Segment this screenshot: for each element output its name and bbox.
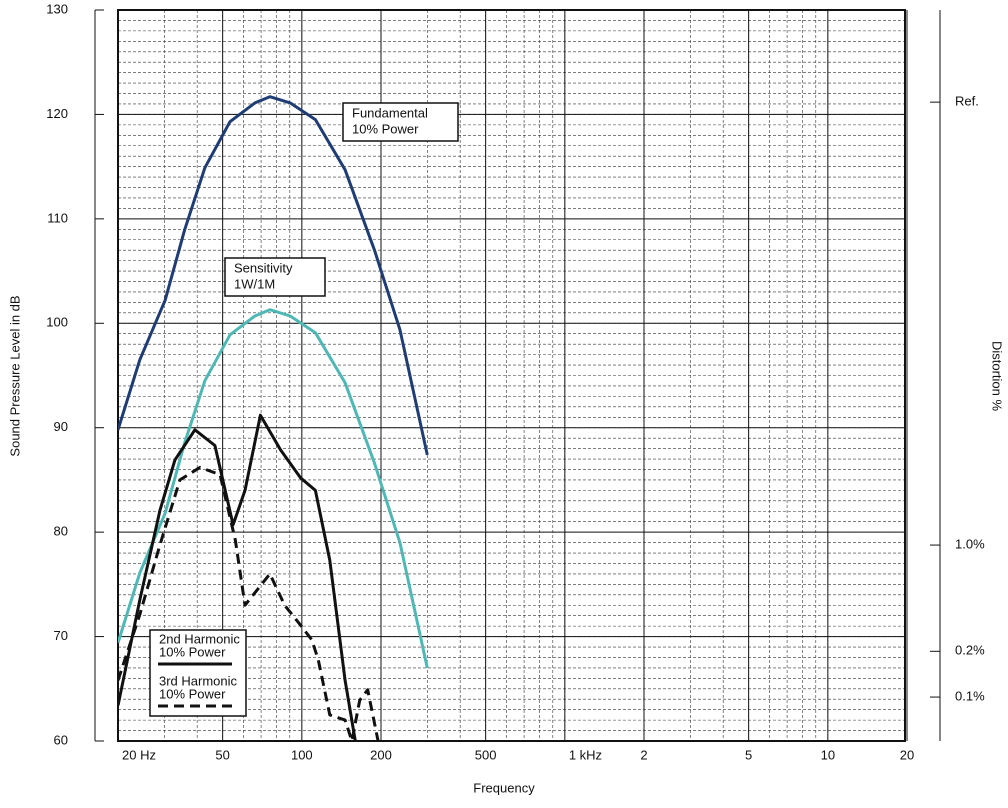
x-tick-label: 1 kHz	[569, 747, 602, 762]
curve-label: 1W/1M	[234, 276, 275, 291]
series-line	[118, 95, 429, 456]
y-tick-label: 130	[46, 1, 68, 16]
x-tick-label: 2	[640, 747, 647, 762]
x-tick-label: 200	[370, 747, 392, 762]
y-tick-label: 100	[46, 315, 68, 330]
y-tick-label: 90	[54, 419, 68, 434]
legend-label: 2nd Harmonic	[159, 631, 240, 646]
series-line	[118, 465, 380, 741]
y2-tick-label: 0.2%	[955, 643, 985, 658]
y-tick-label: 70	[54, 628, 68, 643]
x-tick-label: 50	[215, 747, 229, 762]
y-tick-label: 80	[54, 524, 68, 539]
x-tick-label: 100	[291, 747, 313, 762]
series-line	[118, 413, 357, 741]
x-tick-label: 5	[745, 747, 752, 762]
y2-tick-label: 0.1%	[955, 689, 985, 704]
legend-label: 10% Power	[159, 644, 226, 659]
curve-label: Sensitivity	[234, 260, 293, 275]
curve-label: 10% Power	[352, 121, 419, 136]
curve-label-box	[224, 257, 326, 297]
legend-label: 10% Power	[159, 686, 226, 701]
x-tick-label: 20	[900, 747, 914, 762]
legend-label: 3rd Harmonic	[159, 673, 238, 688]
y-axis-label: Sound Pressure Level in dB	[7, 295, 22, 456]
y-tick-label: 120	[46, 106, 68, 121]
x-axis-label: Frequency	[473, 780, 535, 795]
x-tick-label: 500	[475, 747, 497, 762]
x-tick-label: 20 Hz	[122, 747, 156, 762]
curve-label-box	[342, 102, 459, 142]
y-tick-label: 60	[54, 732, 68, 747]
plot-frame	[117, 9, 906, 742]
plot-area	[118, 95, 429, 741]
curve-label: Fundamental	[352, 105, 428, 120]
series-line	[118, 308, 429, 669]
y2-tick-label: 1.0%	[955, 536, 985, 551]
y-tick-label: 110	[47, 210, 68, 225]
y2-axis-label: Distortion %	[990, 341, 1005, 412]
x-tick-label: 10	[821, 747, 835, 762]
legend-box	[149, 629, 247, 717]
y2-tick-label: Ref.	[955, 94, 979, 109]
